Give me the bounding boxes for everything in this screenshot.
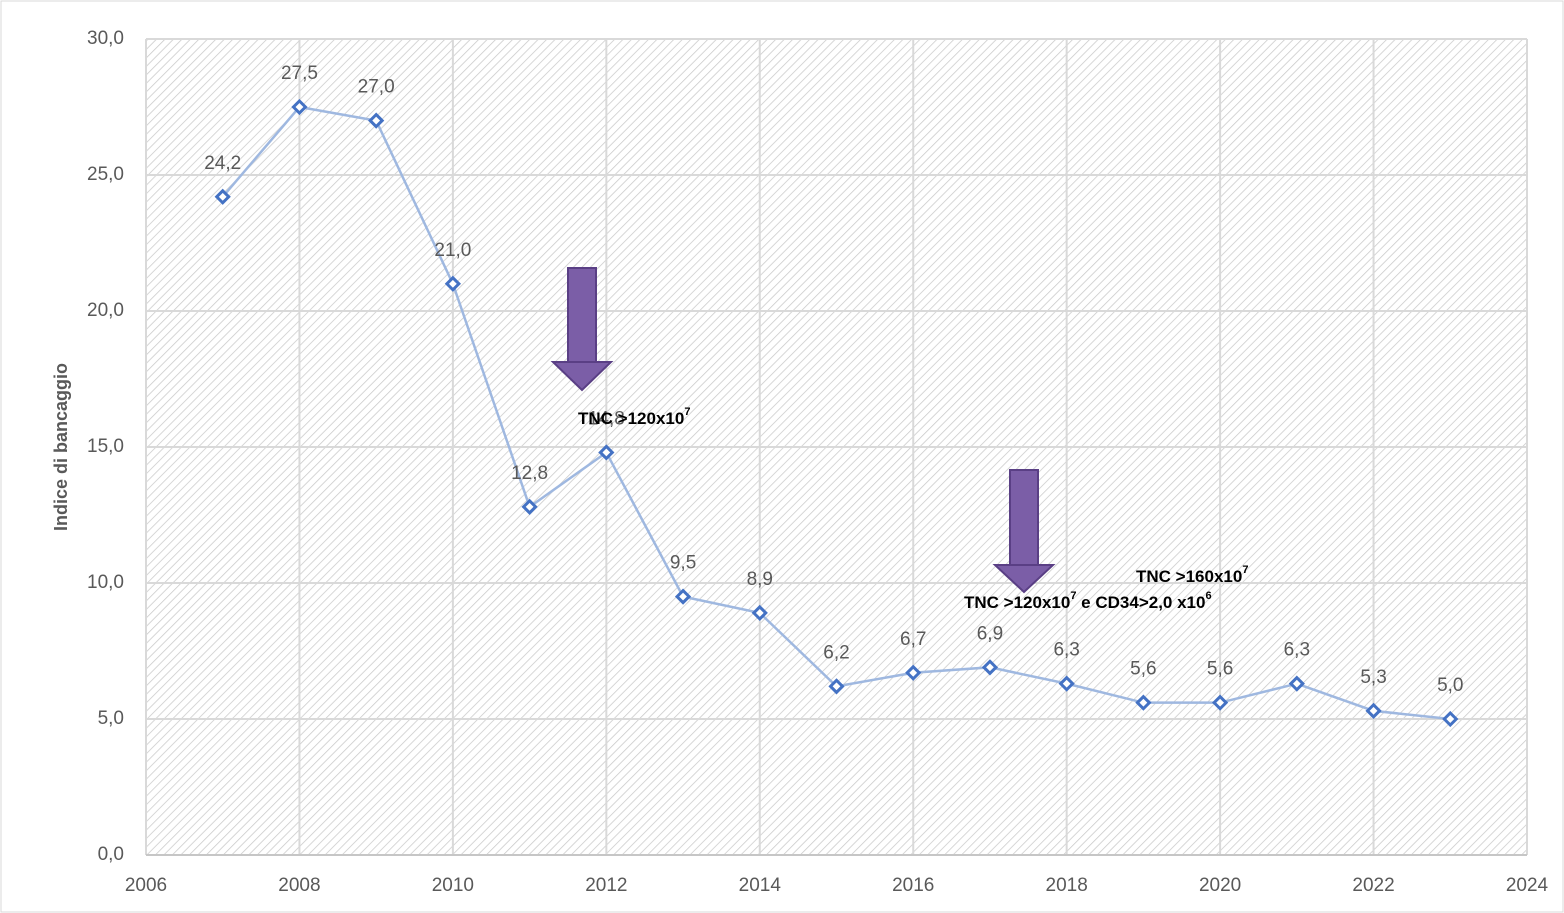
- arrow: [992, 469, 1056, 594]
- annotation-sup: 6: [1205, 590, 1211, 602]
- data-label: 6,3: [1053, 640, 1079, 661]
- x-tick-label: 2022: [1352, 875, 1394, 896]
- annotation-text: TNC >120x10: [578, 409, 684, 428]
- data-point: [981, 659, 999, 676]
- y-tick-label: 30,0: [87, 28, 124, 49]
- data-point: [1135, 694, 1152, 711]
- data-point: [521, 498, 538, 515]
- data-label: 9,5: [670, 553, 696, 574]
- data-label: 14,8: [588, 408, 625, 429]
- annotation-text: TNC >120x10: [964, 593, 1070, 612]
- data-point: [674, 588, 692, 605]
- y-axis-label: Indice di bancaggio: [51, 363, 71, 531]
- data-label: 6,2: [823, 642, 849, 663]
- x-tick-label: 2012: [585, 875, 627, 896]
- data-label: 12,8: [511, 463, 548, 484]
- data-point: [751, 604, 768, 622]
- x-tick-label: 2014: [739, 875, 782, 896]
- data-label: 8,9: [747, 569, 773, 590]
- data-point: [214, 188, 231, 205]
- data-point: [905, 664, 922, 681]
- annotation-text: TNC >160x10: [1136, 567, 1242, 586]
- data-label: 27,0: [358, 77, 395, 98]
- data-label: 24,2: [204, 153, 241, 174]
- data-label: 27,5: [281, 63, 318, 84]
- y-tick-label: 0,0: [98, 844, 124, 865]
- x-tick-label: 2006: [125, 875, 167, 896]
- data-label: 21,0: [434, 240, 471, 261]
- data-point: [444, 275, 462, 292]
- y-tick-label: 15,0: [87, 436, 124, 457]
- x-tick-label: 2020: [1199, 875, 1241, 896]
- annotation: TNC >160x107: [1136, 564, 1248, 587]
- data-point: [828, 678, 845, 695]
- data-point: [1211, 694, 1229, 711]
- data-point: [1365, 702, 1382, 719]
- data-point: [291, 98, 308, 116]
- annotation: TNC >120x107 e CD34>2,0 x106: [964, 590, 1212, 613]
- data-label: 6,3: [1284, 640, 1310, 661]
- annotation: TNC >120x107: [578, 406, 690, 429]
- data-label: 5,6: [1207, 659, 1233, 680]
- data-label: 5,0: [1437, 675, 1463, 696]
- data-label: 5,3: [1360, 667, 1386, 688]
- annotation-sup: 7: [1070, 590, 1076, 602]
- annotation-text: e CD34>2,0 x10: [1076, 593, 1205, 612]
- data-point: [1288, 675, 1305, 692]
- data-point: [598, 444, 615, 461]
- data-point: [1058, 675, 1075, 692]
- y-tick-label: 10,0: [87, 572, 124, 593]
- data-label: 6,7: [900, 629, 926, 650]
- x-tick-label: 2018: [1046, 875, 1088, 896]
- y-tick-label: 5,0: [98, 708, 124, 729]
- x-tick-label: 2010: [432, 875, 474, 896]
- y-tick-label: 25,0: [87, 164, 124, 185]
- x-tick-label: 2016: [892, 875, 934, 896]
- y-tick-label: 20,0: [87, 300, 124, 321]
- data-label: 6,9: [977, 623, 1003, 644]
- x-tick-label: 2024: [1506, 875, 1549, 896]
- annotation-sup: 7: [1242, 564, 1248, 576]
- data-label: 5,6: [1130, 659, 1156, 680]
- annotation-sup: 7: [684, 406, 690, 418]
- data-point: [1442, 710, 1459, 728]
- data-point: [368, 112, 385, 129]
- arrow: [550, 267, 614, 392]
- x-tick-label: 2008: [278, 875, 320, 896]
